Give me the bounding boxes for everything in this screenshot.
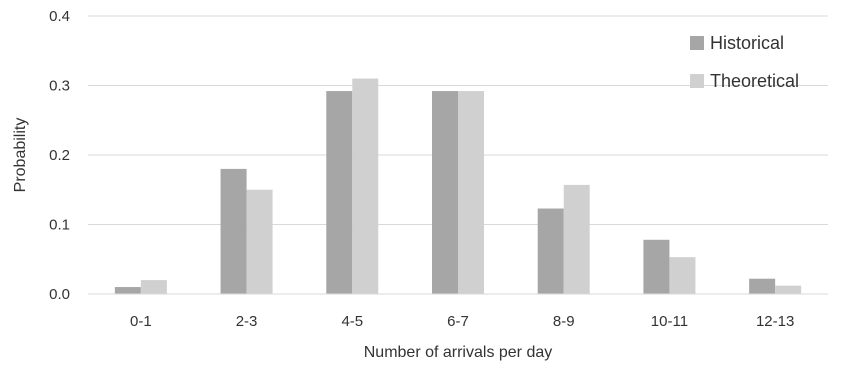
x-tick-label: 4-5 xyxy=(341,313,363,330)
bar-historical-6-7 xyxy=(432,91,458,294)
y-tick-label: 0.0 xyxy=(49,286,70,303)
legend-swatch-theoretical xyxy=(690,74,704,88)
bar-theoretical-4-5 xyxy=(352,78,379,294)
x-axis-title: Number of arrivals per day xyxy=(364,344,553,361)
bar-historical-4-5 xyxy=(326,91,353,294)
bar-theoretical-10-11 xyxy=(669,257,696,294)
bar-theoretical-2-3 xyxy=(246,189,273,294)
legend-label-theoretical: Theoretical xyxy=(710,71,799,91)
y-tick-label: 0.2 xyxy=(49,147,70,164)
y-tick-label: 0.4 xyxy=(49,8,70,25)
bars xyxy=(114,78,802,294)
bar-historical-12-13 xyxy=(749,278,776,294)
x-tick-label: 2-3 xyxy=(236,313,258,330)
bar-theoretical-8-9 xyxy=(563,184,590,294)
x-tick-label: 6-7 xyxy=(447,313,469,330)
y-tick-labels: 0.0 0.1 0.2 0.3 0.4 xyxy=(49,8,70,303)
bar-theoretical-0-1 xyxy=(140,280,167,294)
bar-historical-8-9 xyxy=(537,208,564,294)
bar-theoretical-12-13 xyxy=(775,285,802,294)
x-tick-labels: 0-1 2-3 4-5 6-7 8-9 10-11 12-13 xyxy=(130,313,794,330)
legend: Historical Theoretical xyxy=(690,33,799,91)
y-axis-title: Probability xyxy=(12,118,29,193)
y-tick-label: 0.1 xyxy=(49,217,70,234)
x-tick-label: 0-1 xyxy=(130,313,152,330)
x-tick-label: 8-9 xyxy=(553,313,575,330)
legend-label-historical: Historical xyxy=(710,33,784,53)
x-tick-label: 12-13 xyxy=(756,313,794,330)
legend-swatch-historical xyxy=(690,36,704,50)
y-tick-label: 0.3 xyxy=(49,78,70,95)
bar-historical-10-11 xyxy=(643,239,670,294)
bar-historical-2-3 xyxy=(220,168,247,294)
x-tick-label: 10-11 xyxy=(651,313,688,330)
bar-theoretical-6-7 xyxy=(458,91,484,294)
bar-historical-0-1 xyxy=(114,287,141,294)
